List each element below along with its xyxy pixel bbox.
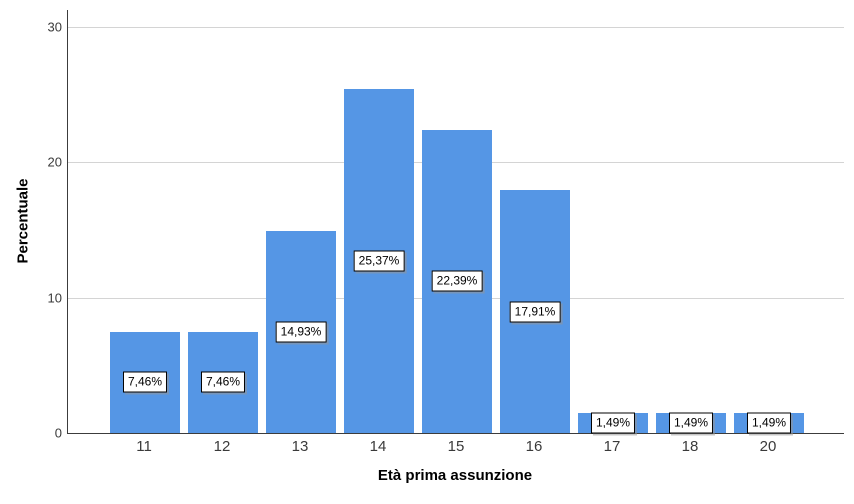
y-tick-label: 30 xyxy=(47,19,62,34)
bar-value-label: 17,91% xyxy=(509,301,561,323)
y-tick-label: 10 xyxy=(47,290,62,305)
y-tick-label: 20 xyxy=(47,154,62,170)
bar-value-label: 25,37% xyxy=(353,250,405,272)
y-tick-label: 0 xyxy=(54,425,62,441)
bar-value-label: 7,46% xyxy=(200,371,246,393)
x-axis-title: Età prima assunzione xyxy=(377,467,533,484)
bar-value-label: 14,93% xyxy=(275,321,327,343)
bar-value-label: 22,39% xyxy=(431,270,483,292)
x-tick-label: 12 xyxy=(213,438,231,455)
x-tick-label: 17 xyxy=(603,438,621,455)
gridline xyxy=(68,26,844,28)
x-tick-label: 15 xyxy=(447,438,465,455)
x-tick-label: 11 xyxy=(136,438,152,455)
x-tick-label: 13 xyxy=(291,438,309,455)
plot-area: 7,46% 7,46% 14,93% 25,37% 22,39% 17,91% 1,49% 1… xyxy=(67,10,844,434)
bar-value-label: 7,46% xyxy=(122,371,168,393)
x-tick-label: 16 xyxy=(525,438,543,455)
bar-value-label: 1,49% xyxy=(746,412,792,434)
bar-value-label: 1,49% xyxy=(668,412,714,434)
x-tick-label: 14 xyxy=(369,438,387,455)
x-tick-label: 20 xyxy=(759,438,777,455)
y-axis-title: Percentuale xyxy=(14,178,32,264)
bar-value-label: 1,49% xyxy=(590,412,636,434)
x-tick-label: 18 xyxy=(681,438,699,455)
